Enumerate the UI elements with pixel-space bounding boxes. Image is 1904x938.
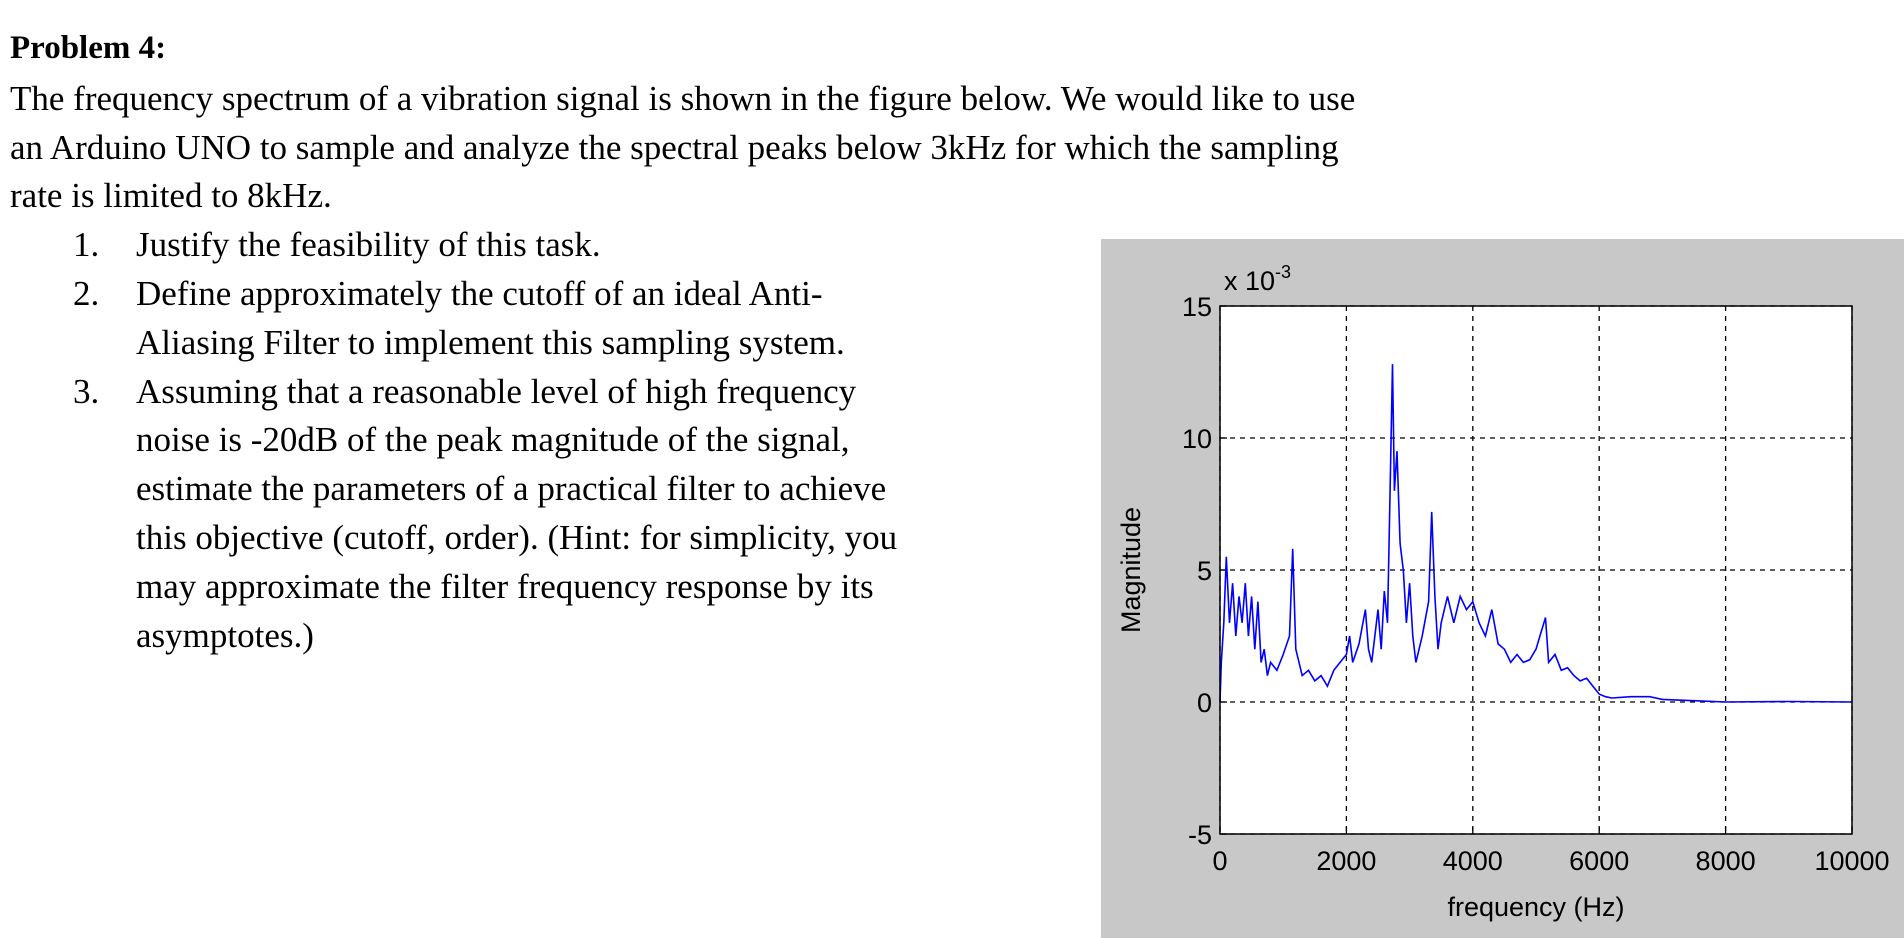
item-line: estimate the parameters of a practical f…	[136, 469, 887, 509]
y-tick-label: 15	[1182, 292, 1212, 322]
y-tick-label: -5	[1188, 820, 1212, 850]
x-tick-label: 10000	[1814, 846, 1889, 876]
y-tick-label: 5	[1197, 556, 1212, 586]
y-tick-label: 10	[1182, 424, 1212, 454]
x-tick-label: 0	[1212, 846, 1227, 876]
y-multiplier: x 10-3	[1224, 262, 1291, 296]
intro-line: rate is limited to 8kHz.	[10, 176, 332, 216]
item-line: asymptotes.)	[136, 615, 314, 655]
plot-area	[1220, 306, 1852, 834]
item-number: 3.	[73, 371, 100, 411]
x-tick-label: 4000	[1443, 846, 1503, 876]
intro-line: an Arduino UNO to sample and analyze the…	[10, 127, 1339, 167]
item-line: may approximate the filter frequency res…	[136, 566, 874, 606]
spectrum-line	[1219, 364, 1853, 703]
item-line: Assuming that a reasonable level of high…	[136, 371, 857, 411]
y-axis-label: Magnitude	[1116, 507, 1146, 633]
x-tick-label: 2000	[1316, 846, 1376, 876]
item-line: Justify the feasibility of this task.	[136, 225, 601, 265]
item-line: noise is -20dB of the peak magnitude of …	[136, 420, 850, 460]
item-number: 1.	[73, 225, 100, 265]
intro-line: The frequency spectrum of a vibration si…	[10, 78, 1356, 118]
problem-title: Problem 4:	[10, 30, 167, 66]
y-tick-label: 0	[1197, 688, 1212, 718]
x-axis-label: frequency (Hz)	[1447, 892, 1624, 922]
y-multiplier-base: x 10	[1224, 266, 1275, 296]
axes-box	[1219, 305, 1853, 835]
item-number: 2.	[73, 274, 100, 313]
x-tick-label: 6000	[1569, 846, 1629, 876]
item-line: this objective (cutoff, order). (Hint: f…	[136, 518, 898, 557]
x-tick-label: 8000	[1696, 846, 1756, 876]
item-line: Define approximately the cutoff of an id…	[136, 274, 823, 313]
y-multiplier-exponent: -3	[1275, 262, 1291, 282]
item-line: Aliasing Filter to implement this sampli…	[136, 322, 845, 362]
